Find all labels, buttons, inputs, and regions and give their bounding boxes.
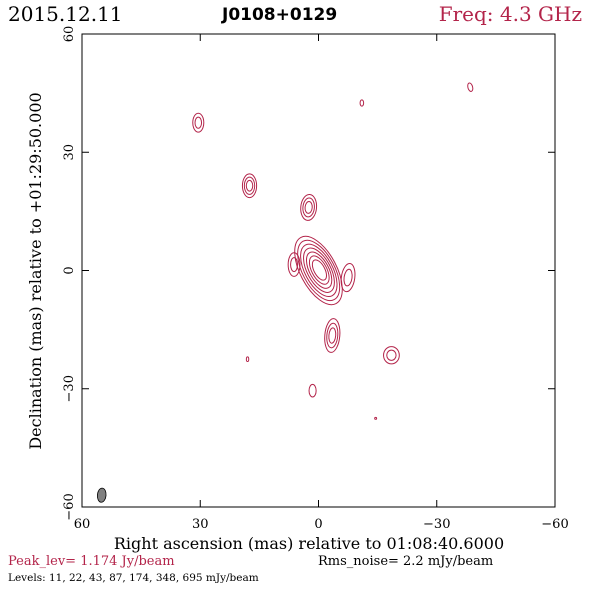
contour-line (303, 247, 335, 293)
x-tick-label: −30 (423, 517, 450, 532)
plot-frame (81, 33, 556, 508)
y-tick-label: 60 (62, 26, 77, 43)
source-component (294, 235, 343, 306)
source-component (245, 356, 250, 363)
y-tick-label: 30 (62, 144, 77, 161)
contour-line (194, 116, 203, 129)
contour-layer (192, 82, 474, 420)
contour-line (300, 193, 318, 221)
contour-line (326, 322, 339, 349)
beam-ellipse (96, 487, 107, 503)
source-component (324, 318, 341, 353)
contour-line (302, 197, 315, 218)
contour-line (324, 318, 341, 353)
contour-line (290, 257, 299, 273)
x-tick-label: 0 (314, 517, 322, 532)
contour-line (308, 255, 330, 285)
x-tick-label: −60 (541, 517, 568, 532)
source-component (383, 346, 400, 365)
contour-line (287, 252, 301, 277)
y-axis-label: Declination (mas) relative to +01:29:50.… (26, 92, 45, 449)
contour-line (308, 383, 317, 398)
source-component (374, 416, 378, 420)
contour-line (243, 176, 256, 195)
contour-line (311, 259, 328, 281)
x-tick-label: 60 (74, 517, 91, 532)
contour-line (304, 201, 313, 214)
axis-ticks (81, 33, 556, 508)
source-name: J0108+0129 (222, 5, 338, 25)
x-tick-label: 30 (192, 517, 209, 532)
y-tick-labels: −60 −30 0 30 60 (62, 26, 77, 521)
frequency-label: Freq: 4.3 GHz (438, 2, 582, 26)
source-component (340, 263, 356, 293)
y-tick-label: 0 (62, 266, 77, 274)
y-tick-label: −30 (62, 375, 77, 402)
contour-line (245, 356, 250, 363)
y-tick-label: −60 (62, 493, 77, 520)
contour-levels: Levels: 11, 22, 43, 87, 174, 348, 695 mJ… (8, 572, 259, 584)
peak-level: Peak_lev= 1.174 Jy/beam (8, 554, 175, 569)
contour-line (340, 263, 356, 293)
source-component (300, 193, 318, 221)
source-component (192, 112, 205, 133)
contour-line (359, 99, 365, 107)
contour-line (294, 235, 343, 306)
contour-line (192, 112, 205, 133)
contour-line (386, 349, 397, 361)
contour-line (328, 327, 337, 344)
contour-line (245, 179, 254, 192)
x-tick-labels: 60 30 0 −30 −60 (74, 517, 569, 532)
x-axis-label: Right ascension (mas) relative to 01:08:… (114, 534, 504, 553)
contour-line (343, 268, 353, 287)
contour-line (305, 251, 333, 289)
contour-line (297, 239, 341, 302)
source-component (241, 173, 258, 199)
contour-line (300, 243, 338, 297)
source-component (359, 99, 365, 107)
source-component (308, 383, 317, 398)
contour-line (467, 82, 474, 92)
rms-noise: Rms_noise= 2.2 mJy/beam (318, 554, 494, 569)
observation-date: 2015.12.11 (8, 2, 123, 26)
contour-line (374, 416, 378, 420)
contour-line (383, 346, 400, 365)
source-component (287, 252, 301, 277)
contour-line (241, 173, 258, 199)
source-component (467, 82, 474, 92)
